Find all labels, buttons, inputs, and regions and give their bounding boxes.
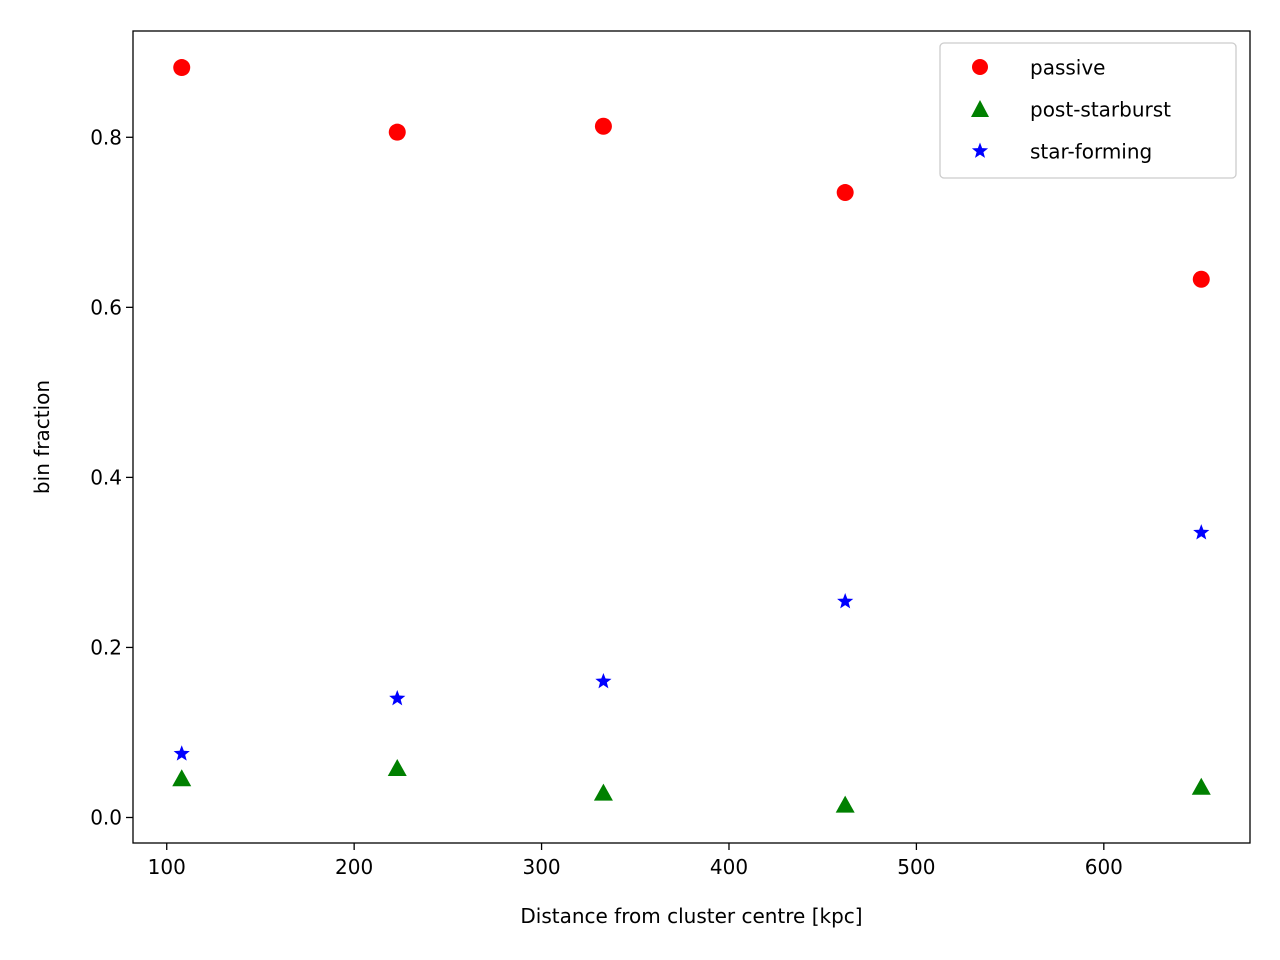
point-post-starburst [835,795,855,813]
legend-entry-passive: passive [972,56,1106,80]
legend-marker-star-forming [971,142,989,158]
legend-box [939,42,1237,179]
x-tick-label: 100 [148,855,186,879]
point-post-starburst [1191,777,1211,795]
legend-marker-post-starburst [971,100,989,117]
point-post-starburst [387,759,407,777]
y-tick-label: 0.2 [90,635,122,659]
legend-label-post-starburst: post-starburst [1030,98,1171,122]
y-tick-label: 0.0 [90,805,122,829]
point-star-forming [389,689,406,706]
point-post-starburst [593,783,613,801]
points-layer [172,59,1211,813]
x-tick-label: 500 [897,855,935,879]
point-passive [173,59,191,77]
point-passive [836,184,854,202]
x-tick-label: 400 [710,855,748,879]
legend: passive post-starburst star-forming [939,42,1237,179]
legend-label-star-forming: star-forming [1030,140,1152,164]
legend-entry-post-starburst: post-starburst [971,98,1171,122]
x-tick-label: 200 [335,855,373,879]
point-passive [388,123,406,141]
y-tick-label: 0.8 [90,125,122,149]
y-tick-label: 0.4 [90,465,122,489]
y-axis-label: bin fraction [30,380,54,494]
point-star-forming [1193,524,1210,540]
x-tick-label: 300 [522,855,560,879]
x-axis-label: Distance from cluster centre [kpc] [520,904,862,928]
point-star-forming [173,745,190,761]
point-star-forming [837,593,854,609]
point-star-forming [595,672,612,689]
legend-label-passive: passive [1030,56,1106,80]
legend-marker-passive [972,59,988,75]
point-passive [594,117,612,135]
x-tick-label: 600 [1085,855,1123,879]
ticks-layer: 100 200 300 400 500 600 0.0 0.2 0.4 0.6 0.8 [90,125,1123,879]
plot-frame [132,30,1251,844]
point-post-starburst [172,769,192,787]
y-tick-label: 0.6 [90,295,122,319]
point-passive [1192,270,1210,288]
legend-entry-star-forming: star-forming [971,140,1152,164]
